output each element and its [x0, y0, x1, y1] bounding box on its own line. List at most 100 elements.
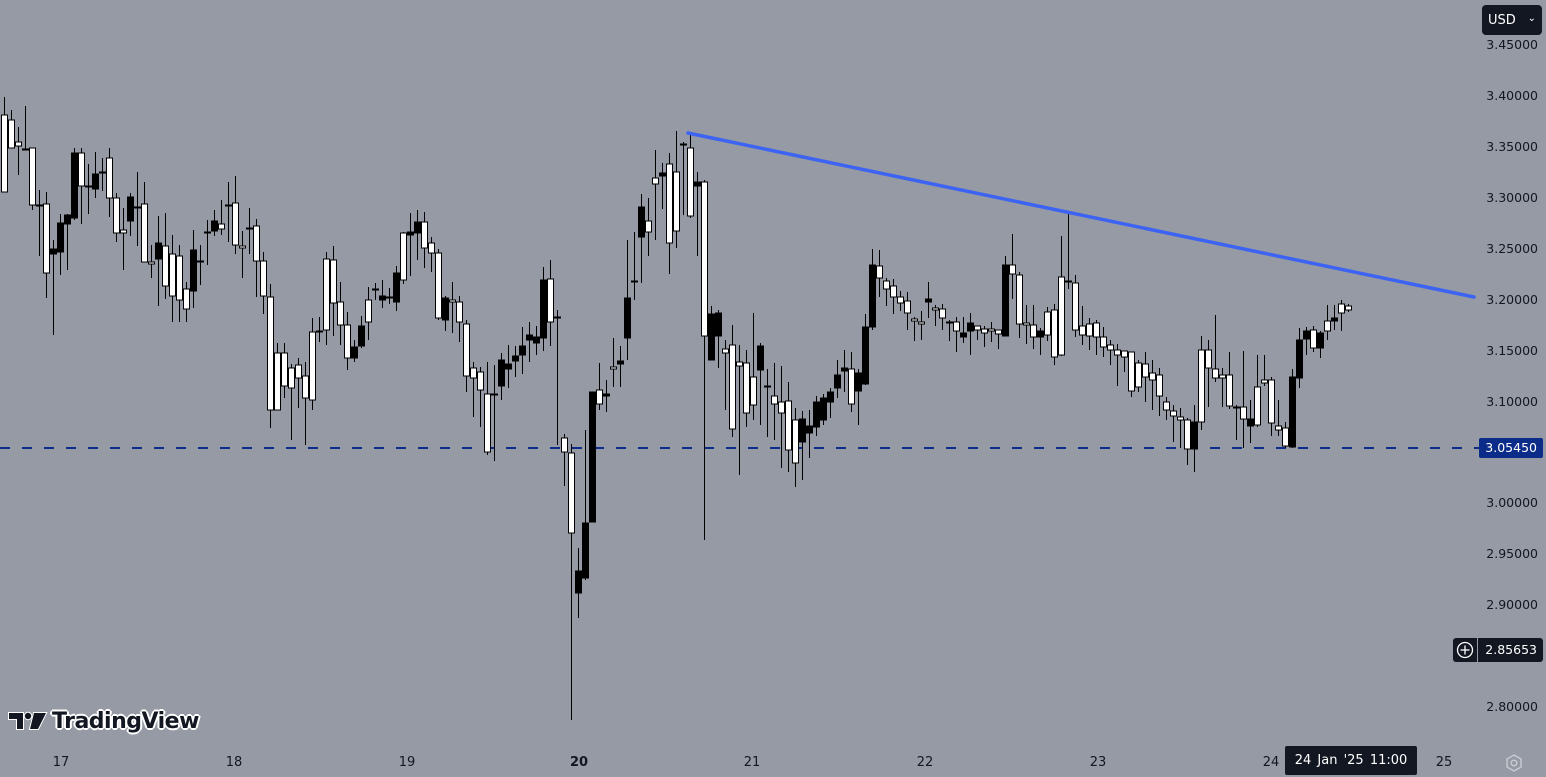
candle-bullish [799, 418, 806, 443]
candle-bullish [806, 425, 813, 434]
candle-bearish [1156, 374, 1163, 397]
candle-bearish [29, 147, 36, 206]
price-axis-label: 3.25000 [1486, 241, 1538, 256]
candle-bearish [302, 375, 309, 399]
time-axis-label: 19 [398, 755, 416, 770]
candle-bearish [568, 452, 575, 534]
candle-bearish [1254, 386, 1261, 426]
candle-bullish [498, 359, 505, 387]
candle-bullish [414, 221, 421, 234]
candle-bearish [428, 242, 435, 254]
candle-bearish [463, 323, 470, 377]
candle-bullish [64, 214, 71, 225]
candle-bearish [400, 232, 407, 281]
candle-bearish [645, 220, 652, 233]
candle-bearish [106, 157, 113, 199]
candle-bearish [1121, 350, 1128, 358]
candle-bearish [22, 148, 29, 151]
candle-bearish [260, 260, 267, 297]
candle-bearish [15, 141, 22, 147]
candle-bearish [449, 299, 456, 303]
tradingview-logo-icon [8, 711, 48, 730]
price-axis-label: 3.30000 [1486, 190, 1538, 205]
candle-bearish [197, 260, 204, 263]
candle-bullish [1296, 339, 1303, 379]
candle-bearish [1114, 349, 1121, 356]
candle-bearish [295, 364, 302, 379]
chart-settings-gear-icon[interactable] [1504, 753, 1524, 773]
candle-bearish [792, 419, 799, 464]
candle-bullish [624, 297, 631, 339]
candle-bullish [575, 570, 582, 594]
time-axis-label: 21 [743, 755, 761, 770]
candle-bullish [211, 220, 218, 232]
candle-bearish [1058, 276, 1065, 356]
candle-bearish [43, 203, 50, 274]
candle-bearish [421, 221, 428, 249]
candle-bullish [1037, 330, 1044, 338]
candle-bearish [652, 177, 659, 185]
tradingview-logo[interactable]: TradingView [8, 706, 199, 736]
candle-bullish [869, 264, 876, 328]
price-axis-label: 2.90000 [1486, 597, 1538, 612]
candle-bearish [323, 258, 330, 331]
candle-bullish [631, 280, 638, 283]
candle-bearish [1345, 305, 1352, 311]
candle-bearish [1149, 372, 1156, 381]
candle-bearish [330, 259, 337, 304]
candle-bearish [435, 252, 442, 319]
price-axis-label: 3.20000 [1486, 292, 1538, 307]
time-axis-label: 22 [916, 755, 934, 770]
candle-bearish [274, 352, 281, 411]
candle-bearish [981, 328, 988, 334]
candle-bearish [610, 366, 617, 370]
price-axis-label: 3.15000 [1486, 343, 1538, 358]
candle-bullish [351, 346, 358, 359]
candle-bullish [407, 231, 414, 236]
candle-bullish [512, 355, 519, 362]
candle-bearish [883, 280, 890, 290]
candle-bearish [764, 385, 771, 388]
candle-bearish [1177, 416, 1184, 421]
candle-bullish [841, 367, 848, 372]
candle-bullish [813, 401, 820, 428]
candle-bearish [85, 185, 92, 188]
horizontal-line-price-tag: 3.05450 [1479, 438, 1543, 458]
candle-bullish [1303, 330, 1310, 340]
candle-bearish [1205, 349, 1212, 369]
candle-bearish [722, 348, 729, 354]
candle-bearish [666, 163, 673, 244]
candle-bearish [904, 300, 911, 314]
candle-bearish [218, 223, 225, 230]
candle-bearish [890, 285, 897, 298]
candle-bearish [876, 265, 883, 279]
candle-bearish [988, 328, 995, 332]
candle-bullish [582, 522, 589, 579]
candle-bearish [743, 362, 750, 414]
candle-bearish [771, 395, 778, 405]
price-axis-label: 3.10000 [1486, 394, 1538, 409]
candle-bearish [1324, 320, 1331, 332]
candle-bearish [932, 307, 939, 311]
candle-bearish [232, 202, 239, 246]
candle-bearish [596, 389, 603, 405]
candle-bearish [554, 316, 561, 319]
candle-bearish [1268, 379, 1275, 424]
candle-bearish [701, 181, 708, 337]
candle-bearish [176, 255, 183, 301]
candle-bearish [1065, 280, 1072, 283]
currency-select[interactable]: USD ⌄ [1482, 5, 1542, 35]
candle-bearish [1212, 368, 1219, 379]
crosshair-time-tag: 24 Jan '25 11:00 [1285, 746, 1417, 775]
candle-bearish [169, 253, 176, 297]
candle-bearish [1030, 324, 1037, 338]
add-alert-plus-icon[interactable] [1453, 638, 1477, 662]
candle-bullish [715, 312, 722, 337]
candle-bearish [1240, 406, 1247, 420]
candle-bearish [1261, 379, 1268, 384]
candle-bearish [141, 203, 148, 263]
candle-bullish [617, 360, 624, 365]
candle-bullish [862, 326, 869, 385]
candle-bullish [659, 172, 666, 177]
